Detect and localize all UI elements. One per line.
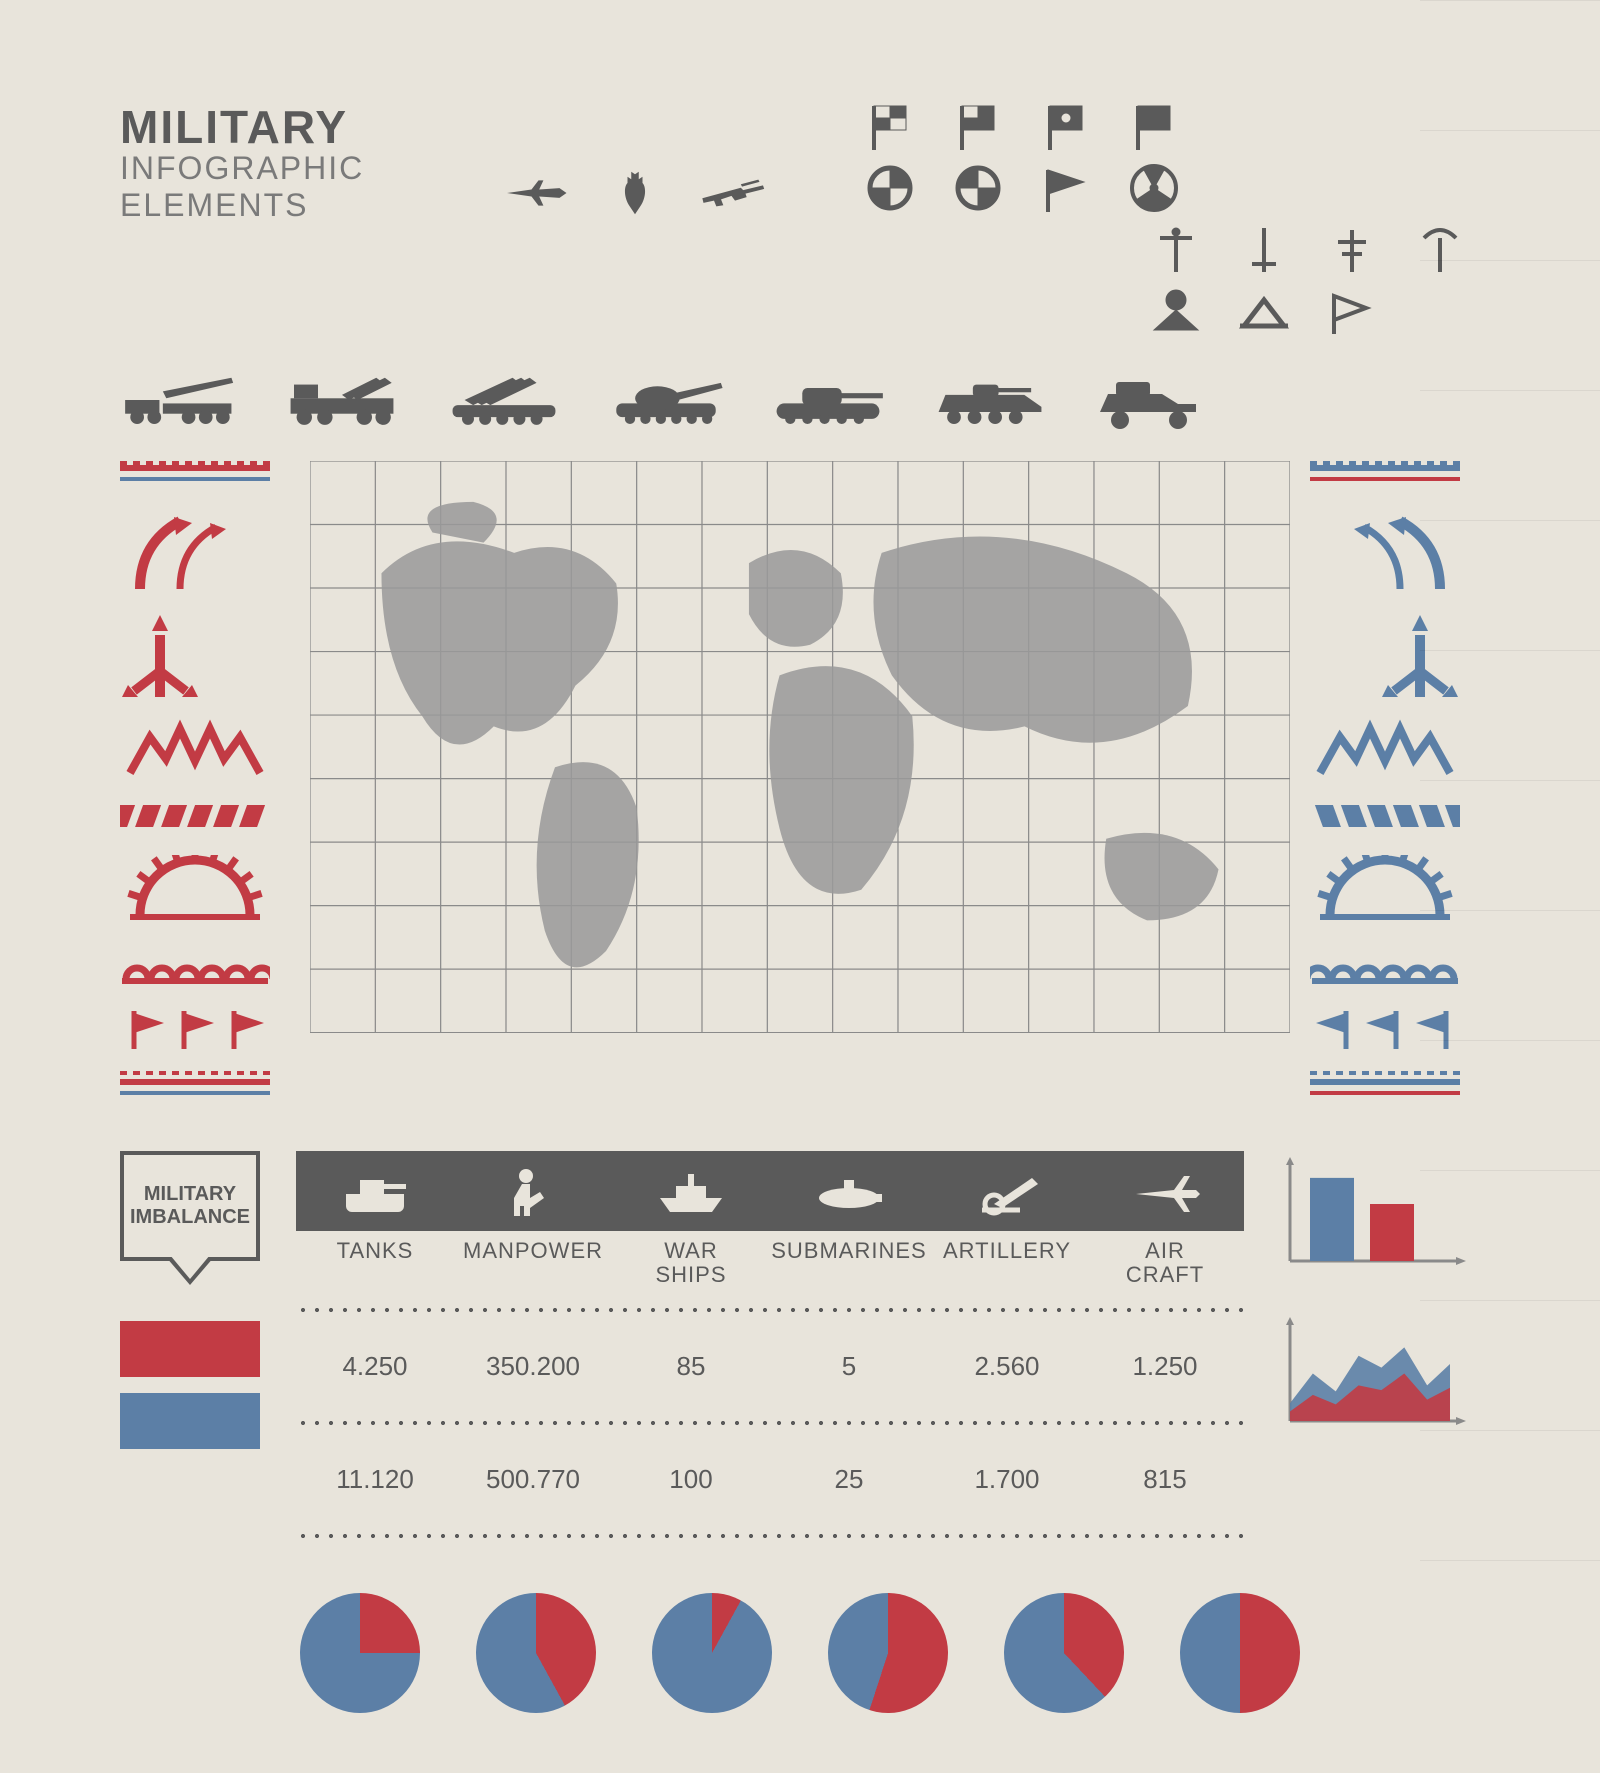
top-icons-area [500, 100, 1480, 343]
cannon-icon [972, 1164, 1042, 1218]
radar-icon [1410, 224, 1470, 276]
balance-icon [1146, 286, 1206, 338]
pie-row [120, 1593, 1480, 1713]
imbalance-badge-column: MILITARY IMBALANCE [120, 1151, 270, 1449]
cell-1-tanks: 11.120 [296, 1446, 454, 1513]
title-sub: INFOGRAPHIC ELEMENTS [120, 150, 460, 224]
cat-label-manpower: MANPOWER [454, 1239, 612, 1287]
triangle-marker-icon [1234, 286, 1294, 338]
left-decor-column [120, 461, 290, 1105]
nuclear-icon [1124, 162, 1184, 214]
pie-0 [300, 1593, 420, 1713]
flag-dot-icon [1036, 100, 1096, 152]
flag-square-icon [860, 100, 920, 152]
cell-1-manpower: 500.770 [454, 1446, 612, 1513]
apc-icon [930, 369, 1050, 431]
cat-label-artillery: ARTILLERY [928, 1239, 1086, 1287]
cell-0-tanks: 4.250 [296, 1333, 454, 1400]
target2-icon [948, 162, 1008, 214]
cat-label-submarines: SUBMARINES [770, 1239, 928, 1287]
cell-0-submarines: 5 [770, 1333, 928, 1400]
target-icon [860, 162, 920, 214]
soldier-icon [498, 1164, 568, 1218]
antenna-icon [1146, 224, 1206, 276]
title-block: MILITARY INFOGRAPHIC ELEMENTS [120, 100, 460, 224]
cell-0-manpower: 350.200 [454, 1333, 612, 1400]
cell-1-submarines: 25 [770, 1446, 928, 1513]
sam-launcher-icon [444, 369, 564, 431]
rifle-icon [700, 168, 770, 218]
pennant-icon [1036, 162, 1096, 214]
right-decor-column [1310, 461, 1480, 1105]
map-symbol-grid [860, 100, 1194, 218]
title-main: MILITARY [120, 100, 460, 154]
area-chart [1270, 1311, 1470, 1441]
legend-swatch-red [120, 1321, 260, 1377]
imbalance-badge: MILITARY IMBALANCE [120, 1151, 260, 1261]
pie-3 [828, 1593, 948, 1713]
tank-icon [768, 369, 888, 431]
cell-0-warships: 85 [612, 1333, 770, 1400]
cell-0-artillery: 2.560 [928, 1333, 1086, 1400]
cell-1-artillery: 1.700 [928, 1446, 1086, 1513]
imbalance-table: TANKSMANPOWERWARSHIPSSUBMARINESARTILLERY… [296, 1151, 1244, 1559]
cell-0-aircraft: 1.250 [1086, 1333, 1244, 1400]
antenna-tall-icon [1234, 224, 1294, 276]
cat-label-tanks: TANKS [296, 1239, 454, 1287]
flag-checker-icon [948, 100, 1008, 152]
cat-label-warships: WARSHIPS [612, 1239, 770, 1287]
warship-icon [656, 1164, 726, 1218]
jet-icon [1130, 1164, 1200, 1218]
flag-solid-icon [1124, 100, 1184, 152]
aa-truck-icon [282, 369, 402, 431]
cat-label-aircraft: AIRCRAFT [1086, 1239, 1244, 1287]
pie-5 [1180, 1593, 1300, 1713]
world-map-grid [310, 461, 1290, 1021]
mast-icon [1322, 224, 1382, 276]
cell-1-aircraft: 815 [1086, 1446, 1244, 1513]
artillery-spg-icon [606, 369, 726, 431]
mini-charts [1270, 1151, 1480, 1441]
imbalance-badge-label: MILITARY IMBALANCE [130, 1183, 250, 1229]
bar-chart [1270, 1151, 1470, 1281]
pie-1 [476, 1593, 596, 1713]
pennant2-icon [1322, 286, 1382, 338]
bomb-icon [600, 168, 670, 218]
airplane-icon [500, 168, 570, 218]
jeep-icon [1092, 369, 1212, 431]
legend-swatch-blue [120, 1393, 260, 1449]
vehicle-strip [120, 369, 1480, 431]
pie-4 [1004, 1593, 1124, 1713]
pie-2 [652, 1593, 772, 1713]
tank-icon [340, 1164, 410, 1218]
submarine-icon [814, 1164, 884, 1218]
missile-truck-icon [120, 369, 240, 431]
cell-1-warships: 100 [612, 1446, 770, 1513]
